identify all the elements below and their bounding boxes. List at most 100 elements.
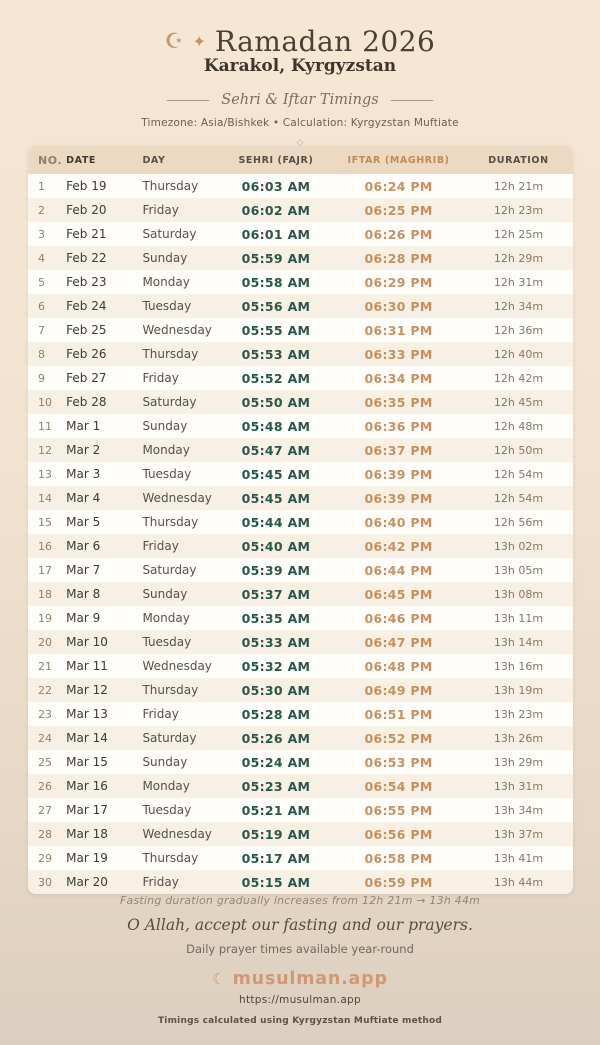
cell-iftar: 06:30 PM	[364, 298, 433, 314]
cell-day: Thursday	[142, 179, 199, 193]
cell-no: 28	[38, 827, 52, 841]
cell-date: Mar 15	[66, 755, 108, 769]
table-row: 21 Mar 11 Wednesday 05:32 AM 06:48 PM 13h 16m	[28, 654, 573, 678]
column-header-date: DATE	[66, 154, 97, 166]
cell-duration: 13h 14m	[493, 635, 544, 649]
cell-duration: 12h 40m	[493, 347, 544, 361]
cell-iftar: 06:26 PM	[364, 226, 433, 242]
cell-no: 18	[38, 587, 52, 601]
cell-no: 15	[38, 515, 52, 529]
table-row: 9 Feb 27 Friday 05:52 AM 06:34 PM 12h 42m	[28, 366, 573, 390]
cell-date: Mar 3	[66, 467, 101, 481]
cell-duration: 13h 37m	[493, 827, 544, 841]
availability-note: Daily prayer times available year-round	[186, 942, 414, 956]
page-header: ☪ ✦ Ramadan 2026 Karakol, Kyrgyzstan Seh…	[0, 0, 600, 148]
table-row: 29 Mar 19 Thursday 05:17 AM 06:58 PM 13h 41m	[28, 846, 573, 870]
cell-duration: 12h 45m	[493, 395, 544, 409]
cell-iftar: 06:51 PM	[364, 706, 433, 722]
cell-sehri: 05:17 AM	[241, 850, 311, 866]
cell-date: Mar 7	[66, 563, 101, 577]
cell-iftar: 06:37 PM	[364, 442, 433, 458]
cell-date: Feb 20	[66, 203, 107, 217]
cell-sehri: 05:52 AM	[241, 370, 311, 386]
crescent-moon-icon: ☪	[164, 29, 184, 53]
cell-no: 19	[38, 611, 52, 625]
cell-sehri: 06:02 AM	[241, 202, 311, 218]
cell-day: Thursday	[142, 851, 199, 865]
page-footer: Fasting duration gradually increases fro…	[0, 894, 600, 1026]
table-rows: 1 Feb 19 Thursday 06:03 AM 06:24 PM 12h 21m 2 F…	[28, 174, 573, 894]
cell-duration: 12h 50m	[493, 443, 544, 457]
cell-iftar: 06:24 PM	[364, 178, 433, 194]
cell-day: Monday	[142, 443, 190, 457]
cell-sehri: 05:30 AM	[241, 682, 311, 698]
cell-duration: 12h 36m	[493, 323, 544, 337]
cell-duration: 13h 26m	[493, 731, 544, 745]
table-row: 4 Feb 22 Sunday 05:59 AM 06:28 PM 12h 29m	[28, 246, 573, 270]
cell-day: Wednesday	[142, 491, 212, 505]
cell-day: Monday	[142, 275, 190, 289]
cell-iftar: 06:48 PM	[364, 658, 433, 674]
cell-date: Mar 11	[66, 659, 108, 673]
calculation-method-note: Timings calculated using Kyrgyzstan Muft…	[157, 1016, 443, 1026]
fasting-duration-note: Fasting duration gradually increases fro…	[120, 894, 480, 907]
dua-quote: O Allah, accept our fasting and our pray…	[127, 916, 473, 934]
cell-no: 23	[38, 707, 52, 721]
cell-duration: 13h 11m	[493, 611, 544, 625]
cell-iftar: 06:33 PM	[364, 346, 433, 362]
cell-iftar: 06:49 PM	[364, 682, 433, 698]
cell-duration: 12h 23m	[493, 203, 544, 217]
cell-day: Sunday	[142, 755, 188, 769]
cell-iftar: 06:28 PM	[364, 250, 433, 266]
cell-duration: 12h 25m	[493, 227, 544, 241]
column-header-no: NO.	[38, 153, 63, 167]
cell-duration: 12h 48m	[493, 419, 544, 433]
cell-duration: 13h 16m	[493, 659, 544, 673]
cell-no: 12	[38, 443, 52, 457]
cell-sehri: 05:53 AM	[241, 346, 311, 362]
column-header-sehri: SEHRI (FAJR)	[238, 154, 314, 166]
cell-date: Mar 6	[66, 539, 101, 553]
cell-sehri: 05:26 AM	[241, 730, 311, 746]
cell-date: Mar 17	[66, 803, 108, 817]
section-title-row: Sehri & Iftar Timings	[0, 92, 600, 108]
table-row: 28 Mar 18 Wednesday 05:19 AM 06:56 PM 13h 37m	[28, 822, 573, 846]
cell-no: 11	[38, 419, 52, 433]
table-row: 18 Mar 8 Sunday 05:37 AM 06:45 PM 13h 08m	[28, 582, 573, 606]
cell-day: Monday	[142, 779, 190, 793]
diamond-ornament-icon: ◇	[296, 138, 304, 148]
table-row: 14 Mar 4 Wednesday 05:45 AM 06:39 PM 12h 54m	[28, 486, 573, 510]
cell-sehri: 05:48 AM	[241, 418, 311, 434]
cell-no: 21	[38, 659, 52, 673]
cell-date: Mar 1	[66, 419, 101, 433]
cell-duration: 13h 29m	[493, 755, 544, 769]
cell-no: 30	[38, 875, 52, 889]
brand-row[interactable]: ☾ musulman.app	[0, 969, 600, 989]
cell-date: Feb 28	[66, 395, 107, 409]
cell-sehri: 05:50 AM	[241, 394, 311, 410]
cell-duration: 12h 34m	[493, 299, 544, 313]
cell-sehri: 06:03 AM	[241, 178, 311, 194]
divider-line-right	[390, 99, 433, 101]
cell-date: Feb 23	[66, 275, 107, 289]
cell-date: Feb 27	[66, 371, 107, 385]
cell-no: 1	[38, 179, 45, 193]
table-row: 19 Mar 9 Monday 05:35 AM 06:46 PM 13h 11m	[28, 606, 573, 630]
cell-iftar: 06:59 PM	[364, 874, 433, 890]
table-row: 7 Feb 25 Wednesday 05:55 AM 06:31 PM 12h 36m	[28, 318, 573, 342]
brand-name[interactable]: musulman.app	[232, 969, 388, 989]
cell-date: Mar 18	[66, 827, 108, 841]
brand-crescent-icon: ☾	[212, 969, 226, 988]
cell-duration: 12h 21m	[493, 179, 544, 193]
brand-url[interactable]: https://musulman.app	[239, 994, 361, 1006]
cell-no: 29	[38, 851, 52, 865]
table-row: 13 Mar 3 Tuesday 05:45 AM 06:39 PM 12h 54m	[28, 462, 573, 486]
cell-no: 24	[38, 731, 52, 745]
cell-date: Feb 22	[66, 251, 107, 265]
cell-iftar: 06:39 PM	[364, 490, 433, 506]
table-row: 30 Mar 20 Friday 05:15 AM 06:59 PM 13h 44m	[28, 870, 573, 894]
table-row: 25 Mar 15 Sunday 05:24 AM 06:53 PM 13h 29m	[28, 750, 573, 774]
cell-date: Mar 14	[66, 731, 108, 745]
cell-duration: 12h 54m	[493, 491, 544, 505]
cell-sehri: 05:45 AM	[241, 466, 311, 482]
